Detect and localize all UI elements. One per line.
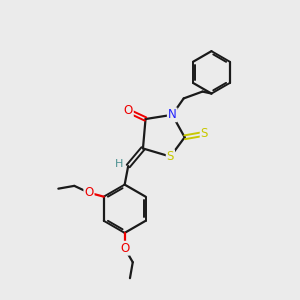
Text: H: H	[115, 159, 124, 169]
Text: O: O	[124, 104, 133, 117]
Text: O: O	[84, 186, 94, 199]
Text: O: O	[120, 242, 129, 255]
Text: S: S	[167, 150, 174, 163]
Text: S: S	[201, 127, 208, 140]
Text: N: N	[168, 108, 177, 121]
